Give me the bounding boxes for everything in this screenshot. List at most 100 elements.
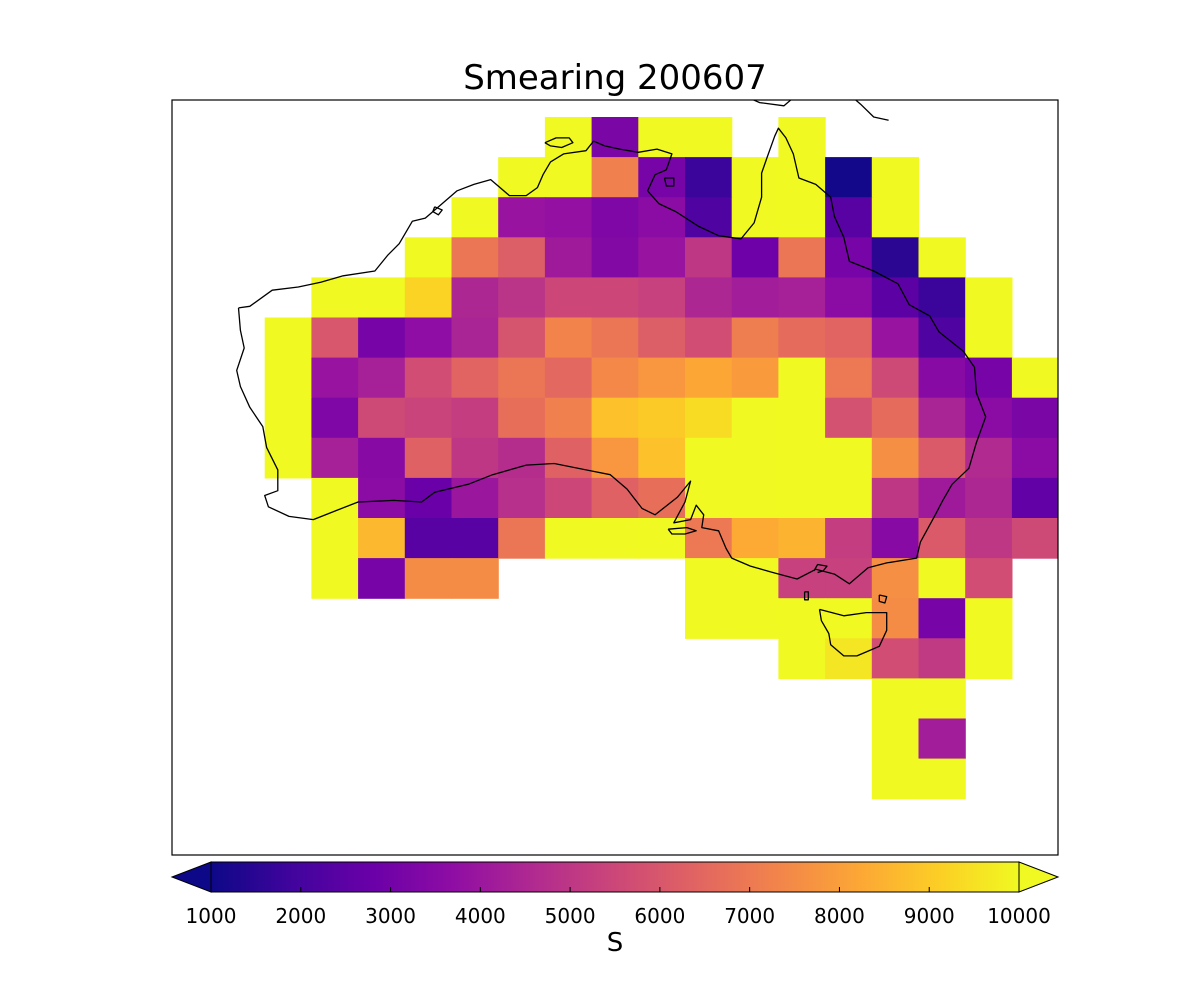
- heatmap-cell: [544, 518, 593, 559]
- heatmap-cell: [731, 558, 779, 599]
- heatmap-cell: [264, 397, 312, 439]
- heatmap-cell: [778, 357, 826, 399]
- chart-title: Smearing 200607: [463, 58, 767, 98]
- heatmap-cell: [965, 598, 1013, 639]
- heatmap-cell: [685, 397, 733, 439]
- heatmap-cell: [825, 157, 873, 198]
- colorbar-tick-label: 9000: [904, 904, 955, 928]
- heatmap-cell: [685, 317, 733, 359]
- heatmap-cell: [965, 437, 1013, 479]
- heatmap-cell: [498, 277, 546, 319]
- colorbar-tick-label: 7000: [724, 904, 775, 928]
- heatmap-cell: [358, 357, 406, 399]
- heatmap-cell: [498, 518, 546, 559]
- heatmap-cell: [731, 518, 779, 559]
- heatmap-cell: [451, 558, 499, 599]
- heatmap-cell: [451, 477, 499, 519]
- heatmap-cell: [965, 317, 1013, 359]
- heatmap-cell: [638, 518, 686, 559]
- heatmap-cell: [591, 397, 639, 439]
- heatmap-cell: [451, 518, 499, 559]
- heatmap-cell: [404, 477, 453, 519]
- heatmap-cell: [591, 197, 639, 238]
- heatmap-cell: [778, 397, 826, 439]
- heatmap-cell: [685, 117, 733, 158]
- coastline-kangaroo-island: [667, 526, 697, 535]
- heatmap-cell: [731, 157, 779, 198]
- heatmap-cell: [918, 317, 966, 359]
- heatmap-cell: [825, 477, 873, 519]
- heatmap-cell: [638, 397, 686, 439]
- heatmap-cell: [731, 397, 779, 439]
- heatmap-cell: [358, 558, 406, 599]
- heatmap-cell: [591, 477, 639, 519]
- heatmap-cell: [685, 437, 733, 479]
- heatmap-cell: [638, 357, 686, 399]
- heatmap-cell: [778, 197, 826, 238]
- heatmap-cell: [404, 518, 453, 559]
- heatmap-cell: [965, 638, 1013, 679]
- heatmap-cell: [685, 518, 733, 559]
- heatmap-cell: [638, 317, 686, 359]
- heatmap-cell: [638, 437, 686, 479]
- heatmap-cell: [871, 477, 920, 519]
- heatmap-cell: [871, 357, 920, 399]
- heatmap-cell: [825, 518, 873, 559]
- heatmap-cell: [685, 598, 733, 639]
- heatmap-cell: [918, 277, 966, 319]
- heatmap-cell: [871, 638, 920, 679]
- heatmap-cell: [311, 357, 359, 399]
- colorbar-tick-label: 8000: [814, 904, 865, 928]
- heatmap-cell: [871, 237, 920, 278]
- heatmap-cell: [358, 317, 406, 359]
- heatmap-cell: [918, 598, 966, 639]
- heatmap-cell: [311, 477, 359, 519]
- heatmap-cell: [825, 558, 873, 599]
- heatmap-cell: [591, 357, 639, 399]
- heatmap-cell: [451, 397, 499, 439]
- heatmap-cell: [404, 357, 453, 399]
- heatmap-cell: [404, 397, 453, 439]
- heatmap-cell: [544, 437, 593, 479]
- heatmap-cell: [404, 277, 453, 319]
- heatmap-cell: [638, 157, 686, 198]
- heatmap-cell: [965, 477, 1013, 519]
- heatmap-cell: [404, 437, 453, 479]
- heatmap-cell: [544, 317, 593, 359]
- heatmap-cell: [778, 157, 826, 198]
- heatmap-cell: [731, 437, 779, 479]
- colorbar-tick-label: 2000: [275, 904, 326, 928]
- heatmap-cell: [311, 437, 359, 479]
- heatmap-cell: [825, 437, 873, 479]
- heatmap-cell: [498, 397, 546, 439]
- heatmap-cell: [685, 277, 733, 319]
- heatmap-cell: [544, 237, 593, 278]
- heatmap-cell: [685, 477, 733, 519]
- coastline-port-phillip: [813, 563, 828, 574]
- heatmap-cell: [358, 437, 406, 479]
- colorbar-label: S: [606, 928, 624, 958]
- colorbar-gradient: [210, 861, 1020, 893]
- colorbar-ticks: 1000 2000 3000 4000 5000 6000 7000 8000 9000 1000…: [186, 887, 1051, 928]
- heatmap-cell: [544, 397, 593, 439]
- heatmap-cell: [825, 397, 873, 439]
- heatmap-cell: [498, 477, 546, 519]
- heatmap-cell: [591, 237, 639, 278]
- heatmap-cell: [871, 518, 920, 559]
- heatmap-cell: [451, 237, 499, 278]
- heatmap-cell: [825, 598, 873, 639]
- heatmap-cell: [264, 317, 312, 359]
- heatmap-cell: [591, 518, 639, 559]
- heatmap-cell: [404, 237, 453, 278]
- heatmap-cell: [311, 317, 359, 359]
- heatmap-cell: [965, 558, 1013, 599]
- heatmap-cell: [358, 518, 406, 559]
- heatmap-cell: [638, 477, 686, 519]
- heatmap-cell: [778, 518, 826, 559]
- heatmap-cell: [731, 357, 779, 399]
- coastline-kimberley-islands: [432, 206, 443, 216]
- heatmap-cell: [498, 197, 546, 238]
- heatmap-cell: [871, 277, 920, 319]
- heatmap-cell: [871, 758, 920, 800]
